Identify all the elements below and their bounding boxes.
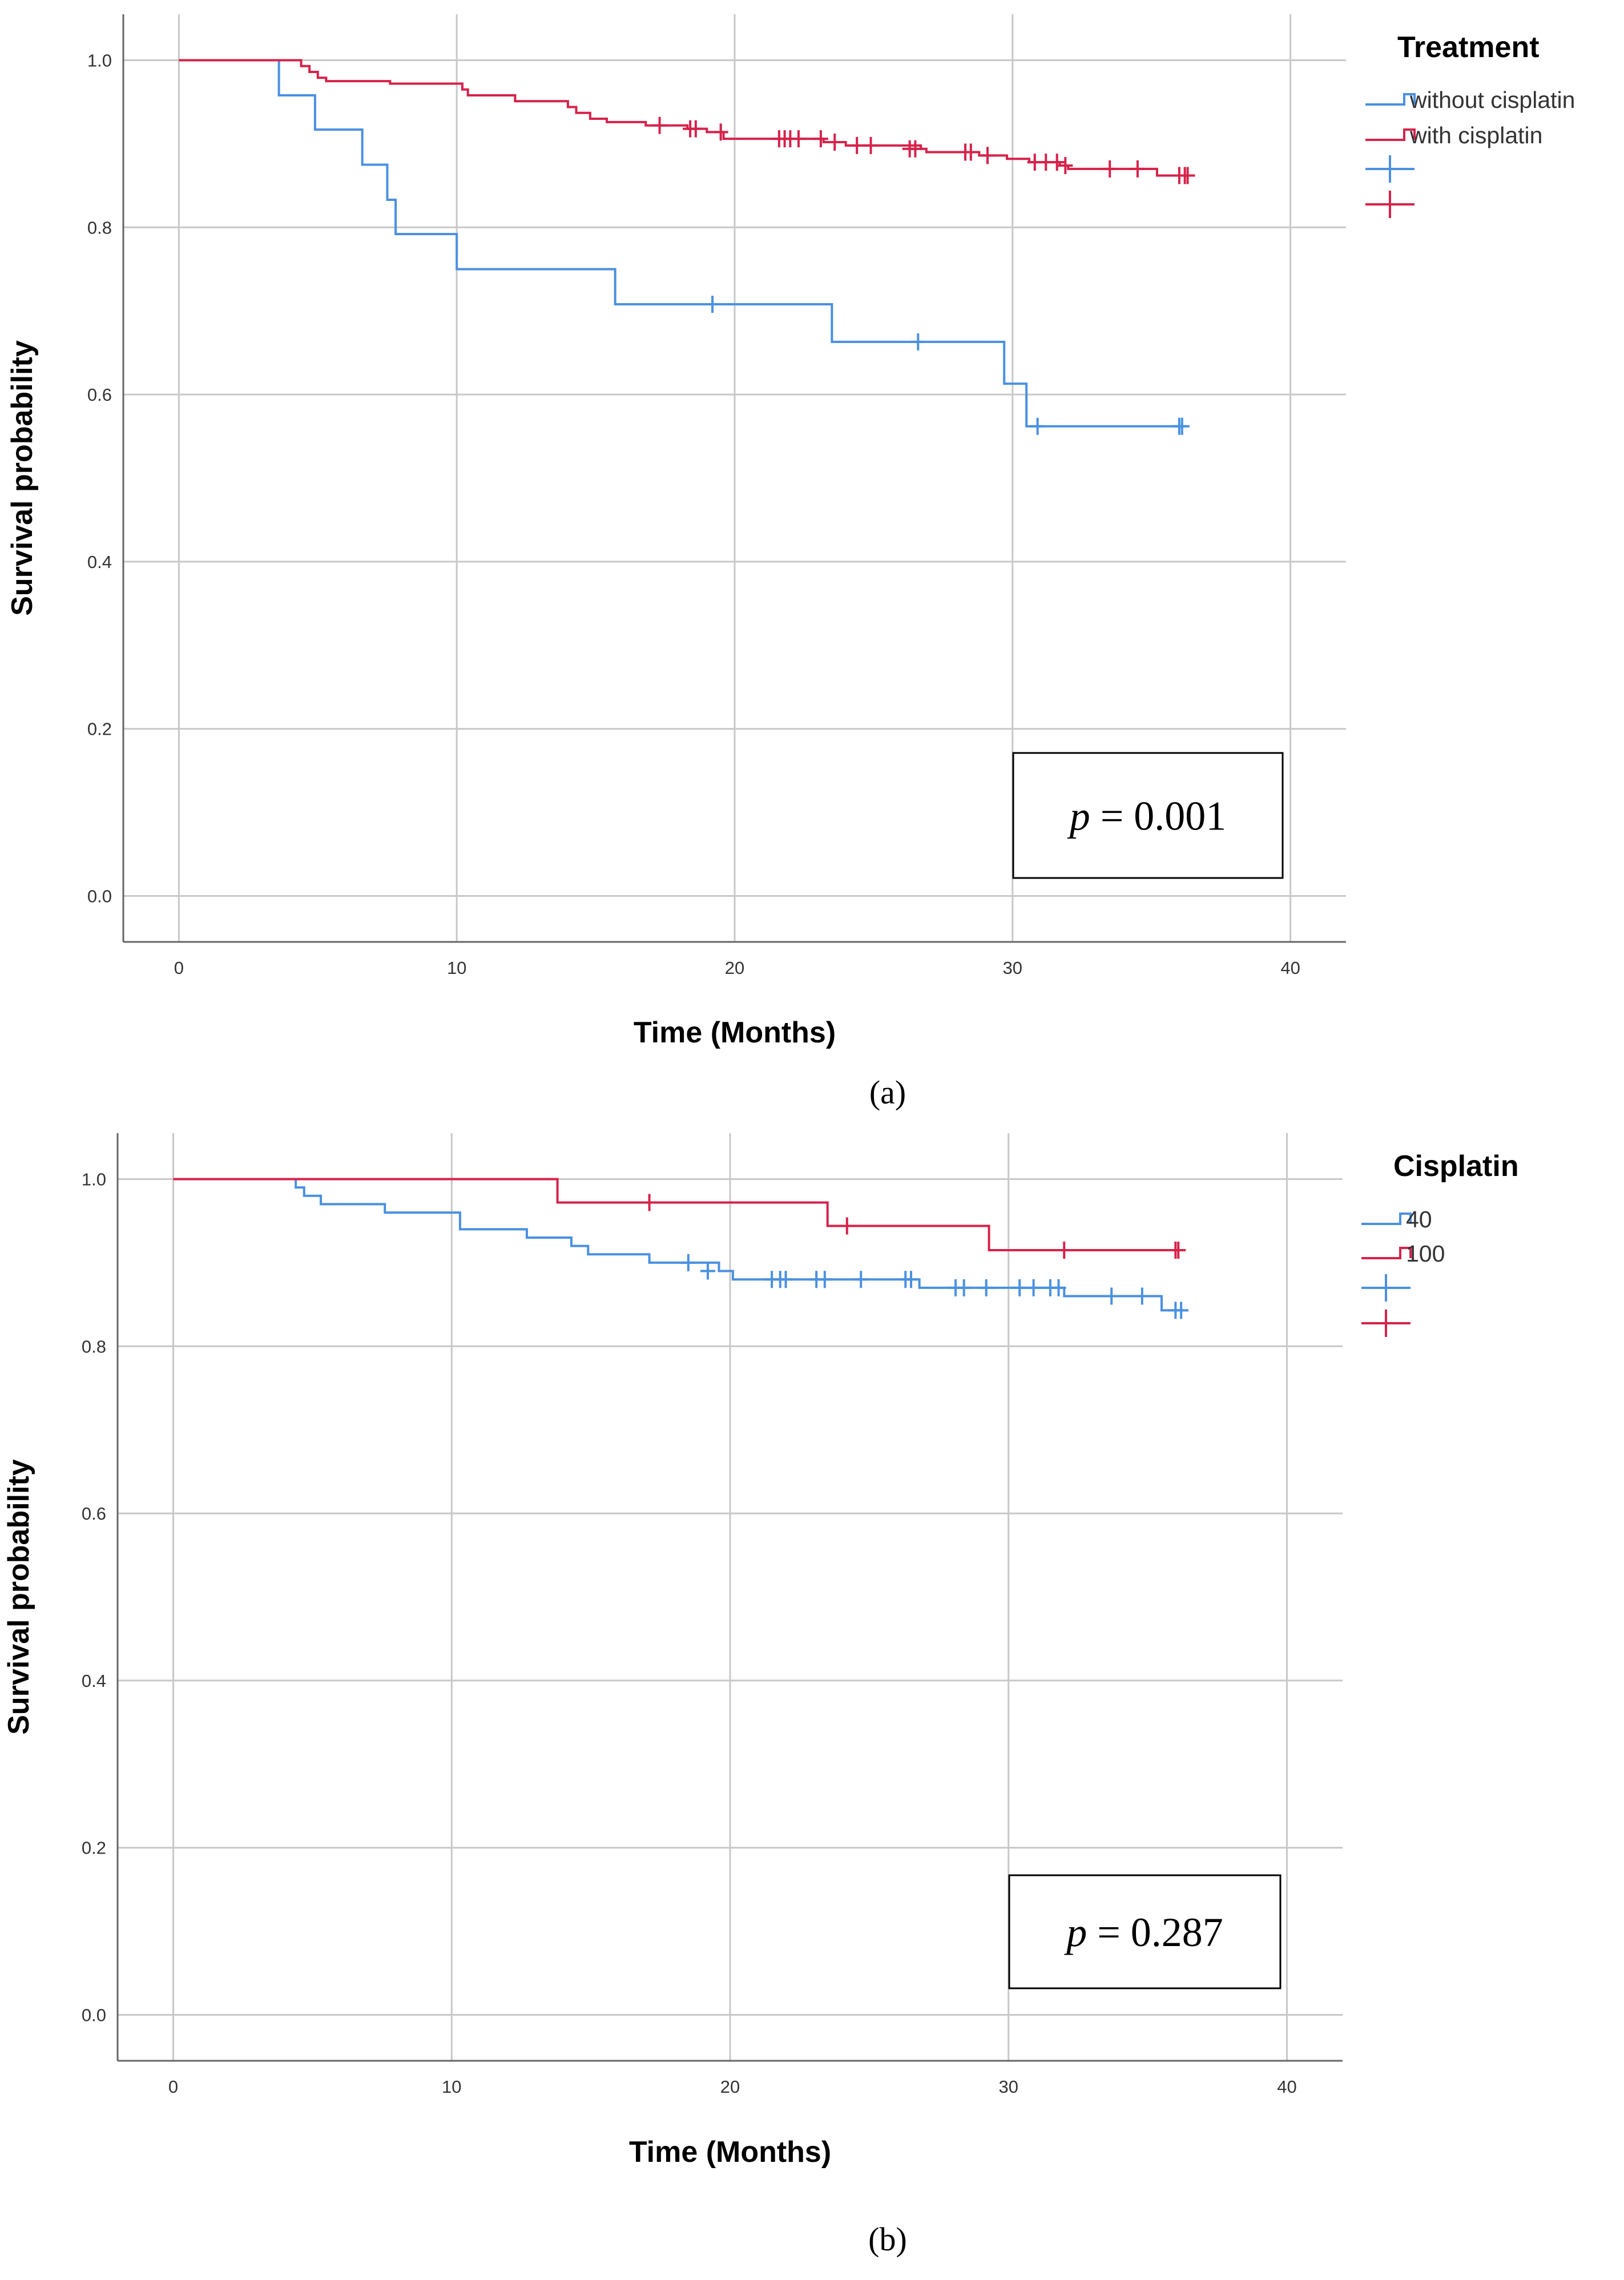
survival-curve-1 <box>179 59 1182 428</box>
x-axis-title: Time (Months) <box>629 2136 831 2169</box>
p-label: p <box>1067 793 1101 839</box>
censor-mark <box>1058 156 1073 174</box>
x-tick-label: 0 <box>174 958 184 978</box>
legend-title: Treatment <box>1397 31 1540 64</box>
y-tick-label: 1.0 <box>87 51 112 71</box>
censor-mark <box>1026 1279 1041 1296</box>
x-tick-label: 0 <box>168 2077 178 2097</box>
censor-mark <box>1051 1279 1066 1296</box>
p-value-box <box>1012 752 1284 879</box>
p-value: = 0.287 <box>1097 1910 1223 1955</box>
censor-mark <box>688 120 703 138</box>
censor-mark <box>705 295 720 313</box>
censor-mark <box>700 1262 715 1280</box>
censor-mark <box>680 1254 696 1271</box>
x-axis-title: Time (Months) <box>634 1016 836 1049</box>
legend-line-swatch <box>1365 93 1416 106</box>
x-tick-label: 40 <box>1277 2077 1296 2097</box>
legend-line-swatch <box>1361 1212 1412 1225</box>
legend-entry-label: 100 <box>1406 1240 1445 1267</box>
censor-mark <box>652 116 667 134</box>
y-tick-label: 0.4 <box>87 552 112 572</box>
censor-mark <box>910 333 926 351</box>
panel-b-caption: (b) <box>868 2221 907 2258</box>
censor-mark <box>849 136 865 154</box>
y-axis-title: Survival probability <box>2 1459 35 1735</box>
y-tick-label: 0.8 <box>87 217 112 237</box>
x-tick-label: 30 <box>998 2077 1018 2097</box>
legend-censor-swatch <box>1365 155 1415 183</box>
panel-b-chart: 0 10 20 30 40 0.0 0.2 0.4 0.6 0.8 1.0 Time (Months)… <box>2 1133 1519 2169</box>
censor-mark <box>1130 160 1145 178</box>
censor-mark <box>1030 417 1045 435</box>
y-tick-label: 1.0 <box>82 1170 106 1190</box>
censor-mark <box>1102 160 1118 178</box>
censor-mark <box>904 1271 919 1288</box>
censor-mark <box>839 1217 855 1235</box>
censor-mark <box>817 1271 832 1288</box>
legend-line-swatch <box>1365 128 1416 141</box>
legend-line-swatch <box>1361 1247 1412 1259</box>
censor-mark <box>980 147 995 164</box>
p-label: p <box>1063 1910 1097 1955</box>
y-tick-label: 0.2 <box>87 719 112 739</box>
y-tick-label: 0.0 <box>87 886 112 906</box>
x-tick-label: 40 <box>1280 958 1300 978</box>
y-tick-label: 0.8 <box>82 1336 106 1356</box>
censor-mark <box>863 136 879 154</box>
legend-censor-swatch <box>1365 191 1415 218</box>
censor-mark <box>853 1271 869 1288</box>
censor-mark <box>778 1271 793 1288</box>
censor-mark <box>1057 1241 1072 1259</box>
p-value-text: p = 0.001 <box>1067 793 1227 839</box>
censor-mark <box>956 1279 972 1296</box>
x-tick-label: 20 <box>725 958 744 978</box>
y-tick-label: 0.2 <box>82 1838 106 1858</box>
y-axis-title: Survival probability <box>6 340 39 616</box>
y-tick-label: 0.6 <box>87 385 112 405</box>
censor-mark <box>1180 167 1195 184</box>
y-tick-label: 0.6 <box>82 1504 106 1524</box>
censor-mark <box>827 133 843 151</box>
censor-mark <box>1049 154 1065 171</box>
panel-a-chart: 0 10 20 30 40 0.0 0.2 0.4 0.6 0.8 1.0 Time (Months)… <box>6 14 1575 1049</box>
y-tick-label: 0.0 <box>82 2005 106 2025</box>
censor-mark <box>978 1279 994 1296</box>
legend-censor-swatch <box>1361 1310 1411 1337</box>
censor-mark <box>791 130 806 148</box>
p-value-text: p = 0.287 <box>1063 1910 1223 1955</box>
censor-mark <box>1174 1302 1189 1319</box>
censor-mark <box>908 140 923 158</box>
p-value: = 0.001 <box>1101 793 1227 839</box>
survival-curve-2 <box>173 1178 1179 1251</box>
legend-title: Cisplatin <box>1393 1150 1519 1183</box>
legend-censor-swatch <box>1361 1274 1411 1302</box>
survival-curve-1 <box>173 1178 1184 1312</box>
legend-entry-label: without cisplatin <box>1409 87 1575 113</box>
censor-mark <box>713 123 728 141</box>
censor-mark <box>813 130 828 148</box>
x-tick-label: 20 <box>720 2077 740 2097</box>
censor-mark <box>1174 417 1190 435</box>
panel-a-caption: (a) <box>869 1074 906 1111</box>
x-tick-label: 30 <box>1003 958 1022 978</box>
p-value-box <box>1008 1874 1282 1989</box>
censor-mark <box>1134 1287 1150 1305</box>
censor-mark <box>1104 1287 1119 1305</box>
censor-mark <box>1171 1241 1186 1259</box>
x-tick-label: 10 <box>447 958 466 978</box>
censor-mark <box>642 1194 657 1211</box>
x-tick-label: 10 <box>442 2077 461 2097</box>
legend-entry-label: 40 <box>1406 1206 1432 1232</box>
legend-entry-label: with cisplatin <box>1409 122 1542 148</box>
y-tick-label: 0.4 <box>82 1671 106 1691</box>
censor-mark <box>963 143 978 161</box>
censor-mark <box>1012 1279 1027 1296</box>
